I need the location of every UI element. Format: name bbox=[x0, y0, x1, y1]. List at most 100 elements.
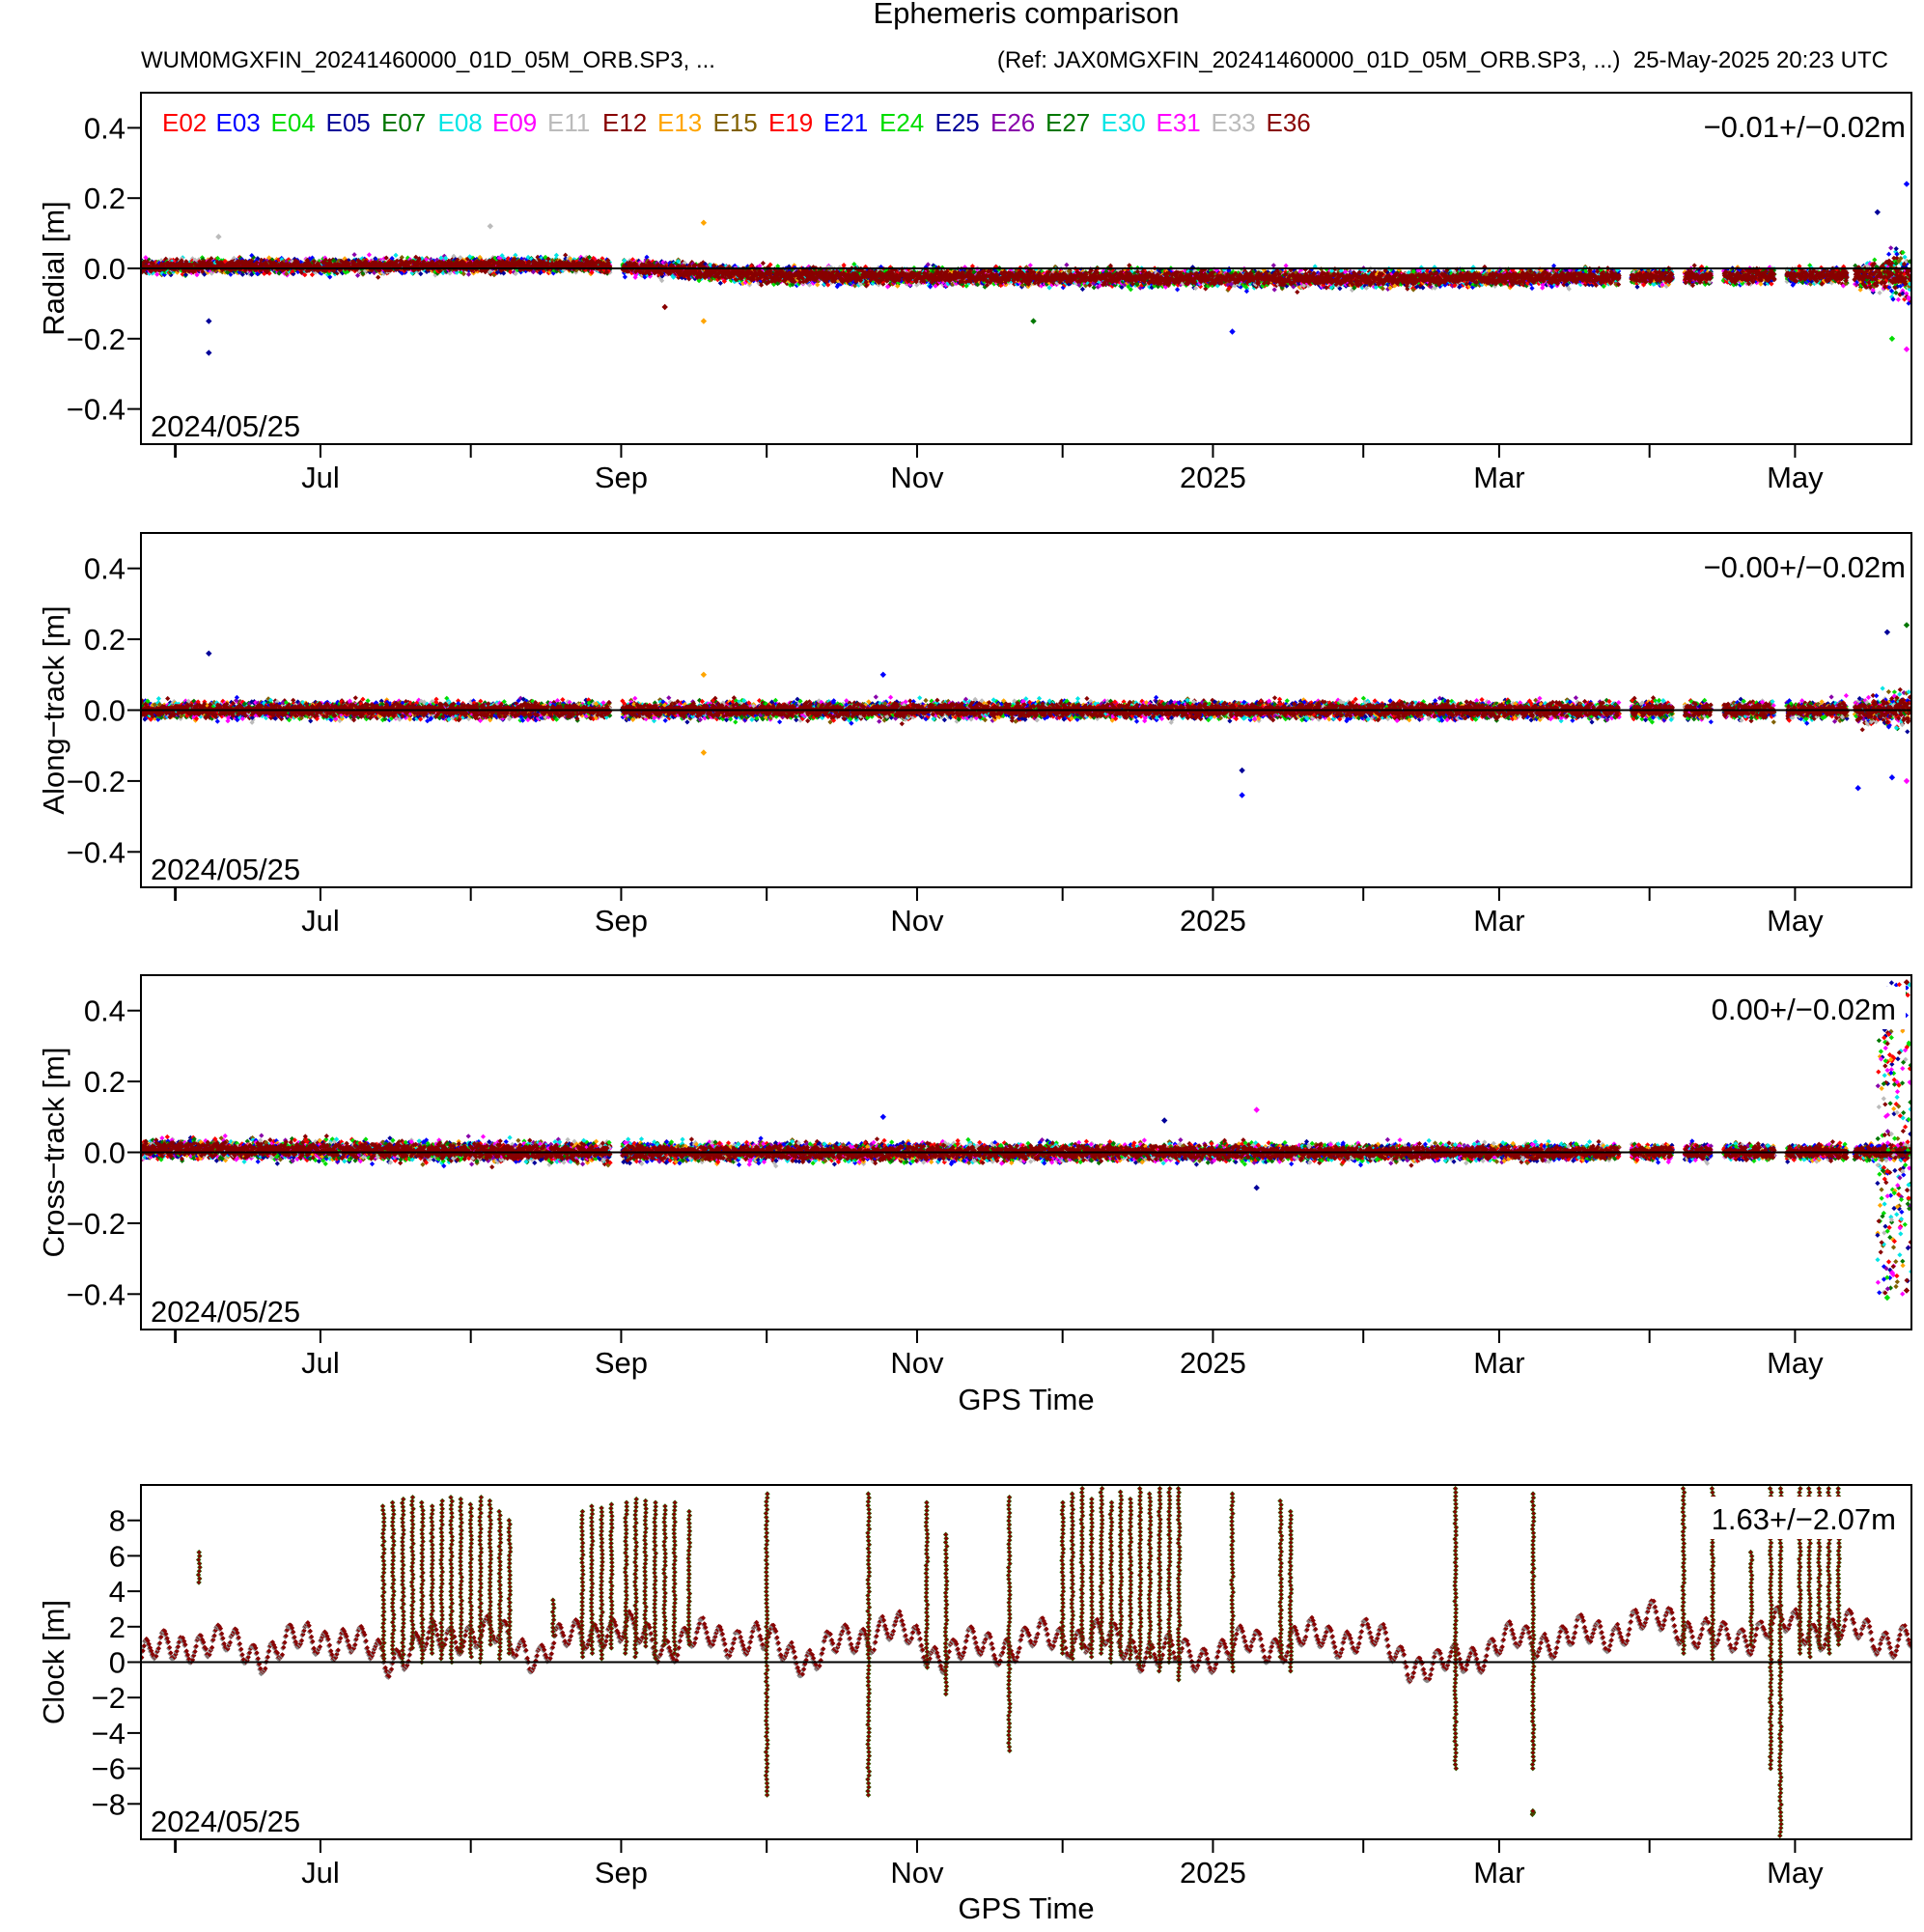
data-point-E08 bbox=[212, 260, 218, 266]
data-point-E19 bbox=[720, 276, 726, 282]
data-point-E24 bbox=[696, 278, 702, 284]
data-point-E31 bbox=[907, 282, 913, 288]
data-point-E08 bbox=[622, 258, 627, 264]
data-point-E13 bbox=[740, 281, 746, 287]
data-point-E19 bbox=[302, 272, 308, 278]
data-point-E02 bbox=[290, 268, 295, 274]
data-point-E11 bbox=[857, 281, 863, 287]
data-point-E15 bbox=[212, 268, 218, 274]
data-point-E36 bbox=[413, 254, 419, 260]
data-point-E07 bbox=[790, 282, 795, 288]
data-point-E19 bbox=[748, 264, 754, 269]
data-point-E04 bbox=[851, 262, 857, 267]
data-point-E26 bbox=[822, 266, 827, 272]
data-point-E09 bbox=[660, 260, 666, 266]
data-point-E13 bbox=[175, 269, 181, 275]
data-point-E30 bbox=[870, 280, 876, 286]
data-point-E12 bbox=[886, 283, 892, 289]
data-point-E25 bbox=[202, 271, 208, 277]
data-point-E02 bbox=[222, 259, 228, 265]
data-point-E25 bbox=[501, 270, 507, 276]
data-point-E05 bbox=[255, 256, 261, 262]
data-point-E03 bbox=[835, 282, 841, 288]
data-point-E03 bbox=[255, 271, 261, 277]
data-point-E09 bbox=[757, 263, 763, 269]
data-point-E13 bbox=[795, 278, 801, 284]
data-point-E33 bbox=[916, 278, 922, 284]
data-point-E21 bbox=[524, 257, 530, 263]
data-point-E36 bbox=[759, 282, 765, 288]
data-point-E02 bbox=[180, 271, 185, 277]
data-point-E02 bbox=[508, 269, 514, 275]
data-point-E30 bbox=[150, 270, 155, 276]
data-point-E05 bbox=[679, 275, 685, 281]
data-point-E02 bbox=[664, 263, 670, 268]
data-point-E31 bbox=[884, 284, 891, 290]
data-point-E09 bbox=[322, 255, 328, 261]
data-point-E09 bbox=[943, 282, 949, 288]
data-point-E07 bbox=[962, 270, 968, 276]
data-point-E30 bbox=[732, 279, 738, 285]
data-point-E30 bbox=[953, 266, 959, 272]
data-point-E27 bbox=[586, 254, 592, 261]
data-point-E03 bbox=[732, 263, 738, 268]
data-point-E27 bbox=[982, 284, 988, 290]
data-point-E02 bbox=[589, 269, 595, 275]
data-point-E05 bbox=[182, 272, 188, 278]
data-point-E36 bbox=[766, 279, 771, 285]
data-point-E19 bbox=[732, 274, 738, 280]
data-point-E36 bbox=[700, 260, 706, 266]
data-point-E30 bbox=[359, 256, 365, 262]
data-point-E11 bbox=[914, 282, 920, 288]
data-point-E02 bbox=[629, 257, 635, 263]
figure-title: Ephemeris comparison bbox=[873, 0, 1179, 30]
data-point-E04 bbox=[494, 256, 500, 262]
data-point-E30 bbox=[147, 270, 153, 276]
data-point-E05 bbox=[692, 276, 698, 282]
data-point-E15 bbox=[573, 267, 579, 273]
data-point-E36 bbox=[174, 256, 180, 263]
data-point-E19 bbox=[767, 262, 773, 267]
data-point-E25 bbox=[494, 269, 500, 275]
data-point-E15 bbox=[549, 258, 555, 264]
data-point-E24 bbox=[404, 255, 410, 261]
data-point-E27 bbox=[224, 269, 231, 275]
data-point-E31 bbox=[936, 279, 943, 285]
data-point-E30 bbox=[553, 256, 559, 262]
data-point-E02 bbox=[266, 270, 272, 276]
data-point-E02 bbox=[650, 259, 655, 265]
data-point-E31 bbox=[423, 257, 429, 263]
data-point-E12 bbox=[208, 257, 213, 263]
data-point-E02 bbox=[946, 267, 952, 273]
data-point-E02 bbox=[841, 263, 847, 268]
data-point-E30 bbox=[525, 254, 531, 261]
data-point-E30 bbox=[539, 256, 544, 262]
data-point-E11 bbox=[362, 268, 368, 274]
data-point-E30 bbox=[499, 253, 505, 259]
data-point-E25 bbox=[703, 262, 709, 267]
data-point-E15 bbox=[852, 283, 858, 289]
data-point-E25 bbox=[261, 258, 266, 264]
data-point-E12 bbox=[919, 269, 925, 275]
data-point-E15 bbox=[460, 271, 466, 277]
data-point-E26 bbox=[925, 262, 931, 267]
data-point-E25 bbox=[334, 267, 340, 273]
data-point-E26 bbox=[465, 271, 472, 277]
data-point-E15 bbox=[491, 272, 497, 278]
data-point-E36 bbox=[689, 260, 695, 266]
data-point-E27 bbox=[554, 268, 560, 274]
data-point-E31 bbox=[407, 257, 413, 263]
data-point-E21 bbox=[928, 284, 934, 290]
data-point-E05 bbox=[472, 257, 478, 263]
data-point-E02 bbox=[887, 265, 893, 270]
data-point-E30 bbox=[454, 269, 460, 275]
data-point-E31 bbox=[633, 272, 639, 278]
data-point-E26 bbox=[441, 253, 447, 259]
data-point-E12 bbox=[488, 271, 493, 277]
data-point-E02 bbox=[309, 271, 315, 278]
data-point-E31 bbox=[154, 271, 160, 277]
data-point-E31 bbox=[933, 283, 938, 289]
data-point-E09 bbox=[794, 279, 800, 285]
data-point-E21 bbox=[550, 270, 556, 276]
